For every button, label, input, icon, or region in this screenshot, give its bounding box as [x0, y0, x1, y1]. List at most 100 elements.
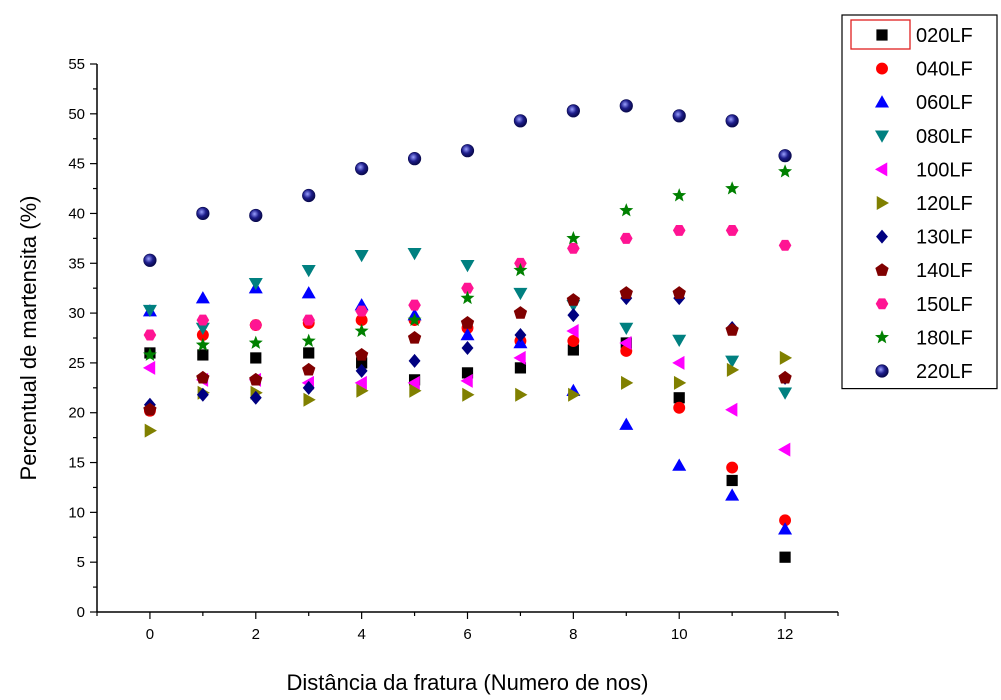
data-point: [462, 387, 475, 402]
series-120LF: [144, 350, 793, 438]
x-axis-label: Distância da fratura (Numero de nos): [287, 670, 649, 695]
data-point: [778, 522, 793, 535]
legend-label: 060LF: [916, 92, 973, 114]
data-point: [461, 340, 474, 355]
data-point: [672, 109, 686, 123]
data-point: [301, 286, 316, 299]
data-point: [567, 344, 579, 356]
legend-marker: [875, 298, 889, 310]
data-point: [460, 260, 475, 273]
data-point: [672, 188, 687, 202]
data-point: [567, 308, 580, 323]
data-point: [460, 316, 475, 329]
data-point: [725, 224, 739, 236]
data-point: [354, 375, 367, 390]
legend-marker: [875, 95, 889, 108]
data-point: [355, 305, 368, 317]
data-point: [356, 383, 369, 398]
legend-marker: [876, 196, 889, 210]
data-point: [302, 380, 315, 395]
data-point: [196, 314, 210, 326]
data-point: [461, 282, 474, 294]
x-tick-label: 2: [252, 626, 260, 643]
data-point: [249, 319, 263, 331]
y-tick-label: 45: [68, 156, 85, 173]
y-tick-label: 0: [77, 604, 85, 621]
data-point: [672, 224, 686, 236]
y-tick-label: 25: [68, 355, 85, 372]
legend-label: 020LF: [916, 25, 973, 47]
legend-label: 100LF: [916, 159, 973, 181]
series-150LF: [143, 224, 792, 341]
data-point: [355, 162, 369, 176]
data-point: [778, 387, 793, 400]
data-point: [301, 333, 316, 347]
y-tick-label: 55: [68, 56, 85, 73]
data-point: [143, 253, 157, 267]
legend-label: 220LF: [916, 361, 973, 383]
data-point: [779, 514, 792, 527]
data-point: [514, 328, 527, 343]
legend-marker: [876, 229, 888, 244]
data-point: [672, 334, 687, 347]
data-point: [354, 347, 369, 361]
data-point: [303, 347, 315, 359]
data-point: [778, 149, 792, 163]
data-point: [726, 474, 738, 487]
data-point: [619, 99, 633, 113]
data-point: [248, 277, 263, 291]
data-point: [779, 551, 791, 563]
legend-label: 080LF: [916, 126, 973, 148]
data-point: [460, 144, 475, 158]
data-point: [619, 322, 634, 336]
data-point: [672, 355, 685, 370]
data-point: [726, 461, 739, 474]
data-point: [355, 363, 368, 378]
y-tick-label: 10: [68, 504, 85, 521]
data-point: [513, 335, 528, 349]
data-point: [513, 114, 528, 128]
data-point: [568, 387, 581, 402]
data-point: [409, 383, 422, 398]
data-point: [355, 314, 368, 327]
data-point: [460, 328, 475, 341]
data-point: [619, 417, 634, 430]
legend-marker: [875, 162, 888, 177]
data-point: [356, 357, 368, 369]
data-point: [621, 375, 634, 390]
legend-marker: [876, 29, 888, 41]
data-point: [673, 401, 686, 414]
series-220LF: [143, 99, 792, 267]
data-point: [778, 164, 793, 178]
data-point: [515, 387, 528, 402]
series-140LF: [143, 286, 792, 416]
legend-label: 120LF: [916, 193, 973, 215]
y-tick-label: 5: [77, 554, 85, 571]
legend-marker: [875, 130, 889, 143]
data-point: [725, 181, 740, 195]
data-point: [566, 104, 580, 118]
data-point: [301, 265, 316, 278]
x-tick-label: 12: [777, 626, 794, 643]
data-point: [460, 373, 473, 388]
legend-marker: [875, 364, 889, 378]
data-point: [249, 390, 262, 405]
data-point: [303, 392, 316, 407]
data-point: [566, 293, 581, 306]
x-tick-label: 0: [146, 626, 154, 643]
data-point: [513, 350, 526, 365]
data-point: [195, 291, 210, 304]
legend-marker: [875, 330, 889, 344]
data-point: [514, 362, 527, 374]
data-point: [778, 370, 792, 384]
data-point: [567, 242, 580, 254]
legend-label: 180LF: [916, 327, 973, 349]
series-180LF: [142, 164, 793, 361]
data-point: [354, 323, 369, 337]
data-point: [196, 387, 209, 402]
data-point: [142, 347, 157, 361]
data-point: [726, 362, 740, 377]
legend-box: [841, 14, 998, 390]
